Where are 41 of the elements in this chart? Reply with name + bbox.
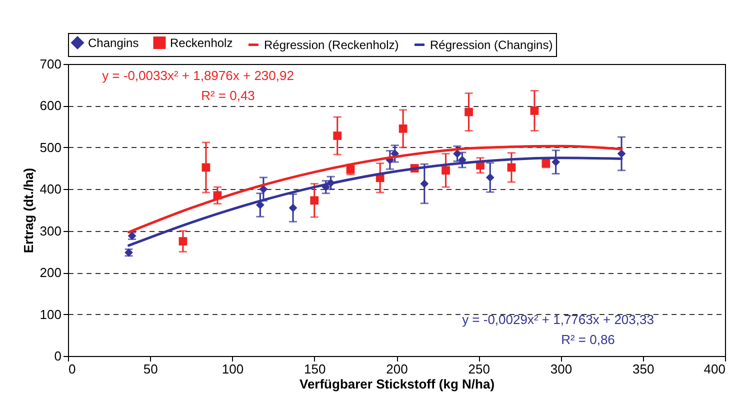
point <box>442 166 450 175</box>
x-tick-label: 0 <box>68 362 76 376</box>
y-axis-title: Ertrag (dt./ha) <box>20 168 36 254</box>
y-tick-label: 600 <box>40 98 62 114</box>
x-tick-label: 100 <box>222 362 244 376</box>
x-tick-label: 400 <box>704 362 726 376</box>
y-tick-label: 700 <box>40 56 62 72</box>
annotation: y = -0,0033x² + 1,8976x + 230,92 <box>102 68 294 83</box>
point <box>486 173 494 182</box>
annotation: y = -0,0029x² + 1,7763x + 203,33 <box>462 312 654 327</box>
point <box>464 108 473 116</box>
y-tick-label: 0 <box>54 348 62 364</box>
point <box>617 150 626 158</box>
x-tick-label: 250 <box>468 362 490 376</box>
x-tick-label: 300 <box>550 362 572 376</box>
y-tick-label: 500 <box>40 140 62 155</box>
x-tick-label: 350 <box>632 362 654 376</box>
point <box>507 163 516 172</box>
point <box>310 196 319 205</box>
annotation: R² = 0,86 <box>561 332 615 347</box>
point <box>420 180 429 188</box>
x-axis-title: Verfügbarer Stickstoff (kg N/ha) <box>299 376 495 392</box>
point <box>398 124 408 133</box>
point <box>530 106 539 115</box>
x-tick-label: 50 <box>143 362 158 376</box>
legend-label: Régression (Reckenholz) <box>264 38 399 52</box>
legend-label: Régression (Changins) <box>430 38 553 52</box>
point <box>333 132 342 140</box>
point <box>178 237 188 246</box>
y-tick-label: 200 <box>40 265 62 280</box>
y-tick-label: 400 <box>40 182 62 197</box>
y-tick-label: 100 <box>40 306 62 322</box>
x-tick-label: 200 <box>386 362 408 376</box>
point <box>453 150 462 158</box>
y-tick-label: 300 <box>40 223 62 238</box>
point <box>202 163 210 172</box>
legend-label: Changins <box>88 36 139 50</box>
annotation: R² = 0,43 <box>201 88 255 103</box>
legend-label: Reckenholz <box>170 36 233 50</box>
x-tick-label: 150 <box>304 362 326 376</box>
point <box>288 204 298 212</box>
